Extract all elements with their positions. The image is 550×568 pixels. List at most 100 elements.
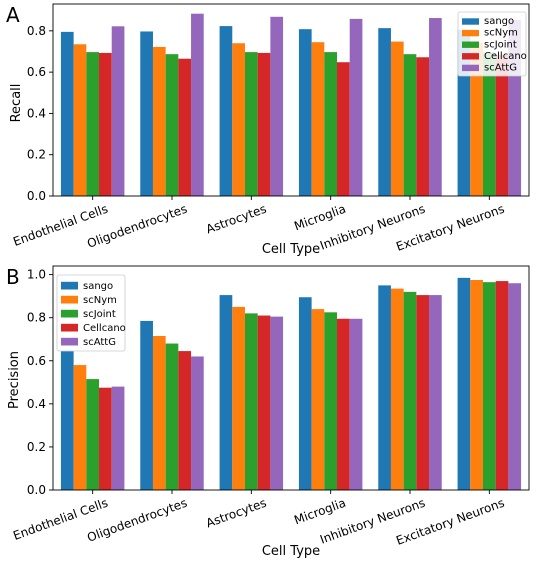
- recall-bar-scnym-2: [232, 43, 245, 197]
- recall-bar-cellcano-2: [257, 52, 271, 197]
- recall-bar-cellcano-5: [495, 54, 509, 196]
- precision-legend-label-scjoint: scJoint: [83, 309, 116, 320]
- recall-bar-scjoint-2: [244, 52, 258, 196]
- recall-bar-sango-3: [298, 29, 312, 196]
- precision-bar-sango-1: [140, 320, 153, 490]
- recall-legend-swatch-scnym: [462, 29, 479, 37]
- panel-b-label: B: [6, 265, 20, 289]
- precision-legend-swatch-scattg: [61, 337, 78, 346]
- recall-bar-cellcano-1: [178, 58, 192, 197]
- precision-bar-scattg-1: [191, 356, 204, 490]
- recall-axis-x-title: Cell Type: [262, 242, 320, 257]
- recall-bar-scnym-5: [470, 42, 483, 196]
- recall-bar-scnym-1: [152, 46, 166, 196]
- precision-xtick-label-2: Astrocytes: [204, 496, 268, 531]
- precision-bar-sango-3: [298, 297, 312, 490]
- precision-bar-scjoint-3: [324, 312, 338, 490]
- recall-bar-scattg-2: [270, 16, 284, 196]
- panel-a-label: A: [6, 3, 20, 27]
- recall-bar-cellcano-3: [337, 62, 350, 196]
- precision-bar-sango-2: [219, 295, 233, 490]
- recall-ytick-label-4: 0.8: [27, 24, 46, 38]
- recall-ytick-label-2: 0.4: [27, 106, 46, 120]
- precision-axis-y-title: Precision: [7, 351, 22, 409]
- precision-bar-cellcano-1: [178, 351, 192, 490]
- precision-bar-scnym-2: [232, 306, 245, 490]
- precision-bar-scattg-5: [508, 283, 522, 490]
- precision-bar-scattg-2: [270, 316, 284, 490]
- precision-bar-scattg-3: [349, 318, 363, 490]
- precision-legend-label-scattg: scAttG: [83, 337, 116, 348]
- precision-legend-swatch-sango: [61, 281, 78, 290]
- recall-bar-scjoint-1: [165, 54, 179, 196]
- precision-bar-scnym-5: [470, 280, 483, 490]
- precision-bar-cellcano-5: [495, 281, 509, 490]
- recall-bar-scattg-0: [111, 26, 125, 196]
- recall-legend-box: [457, 11, 527, 77]
- recall-bar-scjoint-5: [482, 52, 496, 196]
- precision-legend-label-cellcano: Cellcano: [83, 323, 126, 334]
- precision-bar-scjoint-2: [244, 313, 258, 490]
- recall-bar-scjoint-3: [324, 52, 338, 196]
- precision-legend-label-scnym: scNym: [83, 295, 117, 306]
- precision-legend-box: [56, 274, 126, 352]
- recall-ytick-label-1: 0.2: [27, 148, 46, 162]
- recall-bar-scjoint-4: [403, 54, 417, 196]
- recall-legend-label-scattg: scAttG: [484, 63, 517, 74]
- recall-bar-sango-1: [140, 31, 153, 197]
- precision-bar-scattg-4: [429, 295, 442, 490]
- recall-legend-label-scjoint: scJoint: [484, 39, 517, 50]
- precision-xtick-label-3: Microglia: [292, 496, 347, 528]
- precision-legend-swatch-scnym: [61, 295, 78, 304]
- precision-bar-sango-0: [60, 351, 74, 490]
- recall-bar-scattg-3: [349, 18, 363, 196]
- recall-ytick-label-0: 0.0: [27, 189, 46, 203]
- recall-bar-sango-4: [378, 28, 391, 197]
- precision-legend-label-sango: sango: [83, 281, 113, 292]
- precision-bar-scjoint-0: [86, 379, 100, 490]
- precision-legend-swatch-scjoint: [61, 309, 78, 318]
- precision-bar-scjoint-1: [165, 343, 179, 490]
- recall-bar-scattg-1: [191, 13, 204, 197]
- recall-legend-label-sango: sango: [484, 16, 514, 27]
- recall-plot-frame: [52, 3, 530, 197]
- precision-bar-scjoint-5: [482, 282, 496, 490]
- precision-bar-scattg-0: [111, 386, 125, 490]
- precision-bar-cellcano-3: [337, 318, 350, 490]
- recall-legend-label-cellcano: Cellcano: [484, 51, 527, 62]
- precision-bar-scnym-3: [311, 309, 325, 490]
- recall-xtick-label-2: Astrocytes: [204, 202, 268, 237]
- precision-ytick-label-1: 0.2: [27, 440, 46, 454]
- recall-bar-scjoint-0: [86, 52, 100, 196]
- recall-bar-sango-2: [219, 26, 233, 197]
- recall-legend-swatch-scjoint: [462, 41, 479, 48]
- precision-bar-scnym-0: [73, 365, 87, 490]
- precision-ytick-label-5: 1.0: [27, 268, 46, 282]
- precision-axis-x-title: Cell Type: [262, 544, 320, 559]
- precision-bar-cellcano-0: [99, 387, 112, 490]
- recall-legend-label-scnym: scNym: [484, 28, 518, 39]
- recall-legend-swatch-cellcano: [462, 53, 479, 60]
- precision-legend: sango scNym scJoint Cellcano scAttG: [56, 274, 126, 352]
- recall-bar-cellcano-4: [416, 57, 430, 197]
- precision-bar-scjoint-4: [403, 291, 417, 490]
- recall-bar-scnym-0: [73, 44, 87, 197]
- recall-ytick-label-3: 0.6: [27, 65, 46, 79]
- precision-bar-sango-4: [378, 285, 391, 490]
- precision-bar-scnym-4: [390, 288, 404, 490]
- recall-bar-sango-0: [60, 31, 74, 197]
- precision-bar-sango-5: [457, 277, 471, 490]
- precision-bar-scnym-1: [152, 336, 166, 490]
- precision-ytick-label-0: 0.0: [27, 483, 46, 497]
- recall-bar-scnym-4: [390, 41, 404, 196]
- precision-ytick-label-2: 0.4: [27, 397, 46, 411]
- recall-bar-scnym-3: [311, 42, 325, 196]
- recall-axis-y-title: Recall: [9, 84, 24, 123]
- precision-bar-cellcano-2: [257, 315, 271, 490]
- precision-ytick-label-3: 0.6: [27, 354, 46, 368]
